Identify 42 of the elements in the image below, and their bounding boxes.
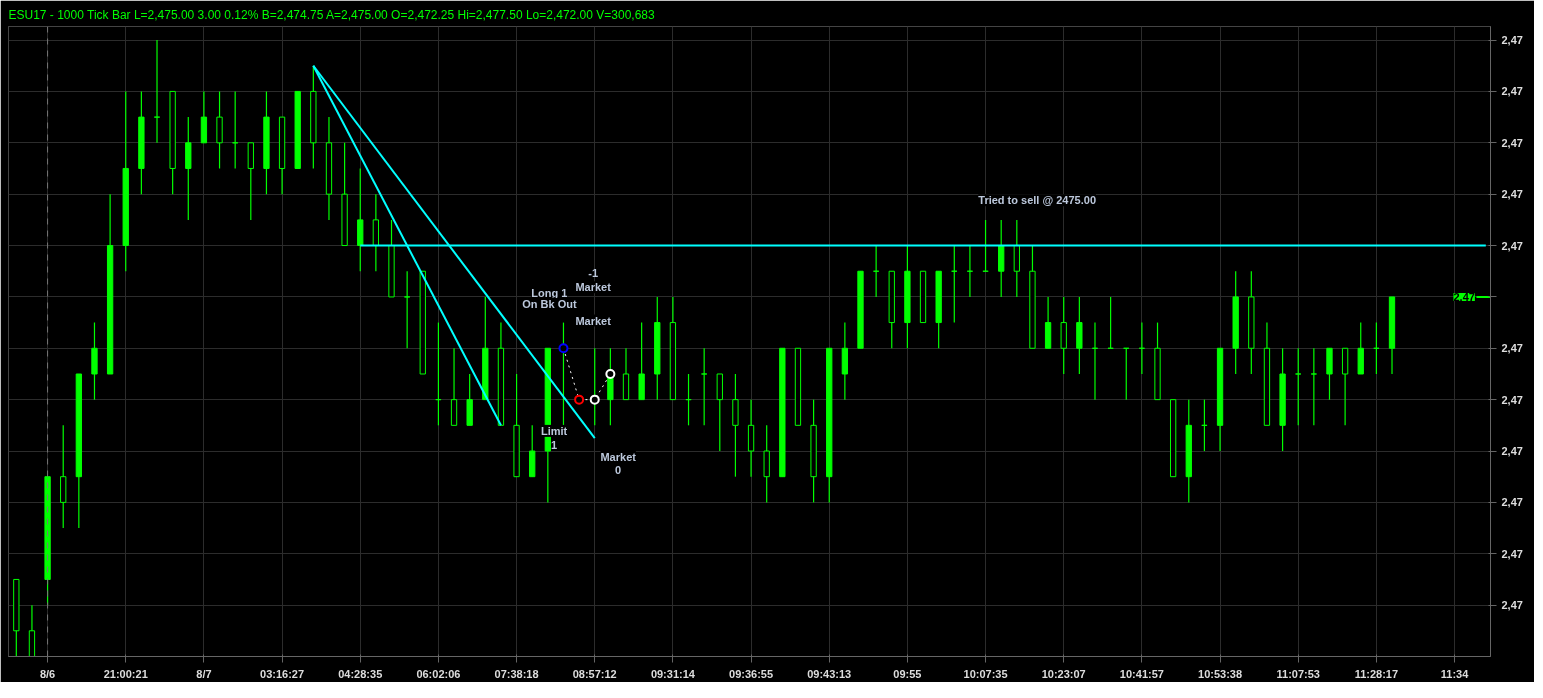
chart-title: ESU17 - 1000 Tick Bar L=2,475.00 3.00 0.12% B=2,474.75 A=2,475.00 O=2,472.25 Hi=2,477.50 Lo=2,472.00 V=300,683 — [8, 7, 655, 22]
text: 2,47 — [1501, 85, 1523, 98]
x-tick-label: 08:57:12 — [572, 667, 617, 680]
x-tick-label: 11:07:53 — [1276, 667, 1320, 680]
text: 2,47 — [1501, 445, 1523, 458]
annotation: 2,47 — [1453, 290, 1475, 303]
x-tick-label: 11:34 — [1440, 667, 1470, 680]
x-tick-label: 09:43:13 — [807, 667, 852, 680]
text: 2,47 — [1501, 393, 1523, 406]
annotation: Long 1 — [531, 286, 568, 299]
annotation: Market — [575, 314, 612, 327]
annotation: Market — [600, 450, 637, 463]
text: 2,47 — [1501, 239, 1523, 252]
text: 2,47 — [1501, 34, 1523, 47]
x-tick-label: 09:31:14 — [650, 667, 696, 680]
annotation: Tried to sell @ 2475.00 — [978, 194, 1097, 207]
x-tick-label: 8/7 — [196, 667, 212, 680]
annotation: 1 — [551, 439, 558, 452]
text: 2,47 — [1501, 342, 1523, 355]
x-tick-label: 10:41:57 — [1119, 667, 1164, 680]
text: 2,47 — [1501, 599, 1523, 612]
annotation: Limit — [540, 424, 568, 437]
text: 2,47 — [1501, 136, 1523, 149]
x-tick-label: 10:53:38 — [1198, 667, 1243, 680]
x-tick-label: 06:02:06 — [416, 667, 461, 680]
x-tick-label: 8/6 — [39, 667, 56, 680]
x-tick-label: 03:16:27 — [260, 667, 305, 680]
x-tick-label: 09:36:55 — [729, 667, 774, 680]
x-tick-label: 10:23:07 — [1041, 667, 1086, 680]
annotation: 0 — [615, 464, 622, 477]
annotation: Market — [575, 281, 612, 294]
annotation: On Bk Out — [522, 297, 577, 310]
x-tick-label: 07:38:18 — [494, 667, 539, 680]
x-tick-label: 04:28:35 — [338, 667, 383, 680]
x-tick-label: 11:28:17 — [1354, 667, 1399, 680]
x-tick-label: 09:55 — [893, 667, 922, 680]
text: 2,47 — [1501, 496, 1523, 509]
x-tick-label: 21:00:21 — [103, 667, 148, 680]
text: 2,47 — [1501, 547, 1523, 560]
text: 2,47 — [1501, 188, 1523, 201]
x-tick-label: 10:07:35 — [963, 667, 1008, 680]
annotation: -1 — [588, 267, 599, 280]
